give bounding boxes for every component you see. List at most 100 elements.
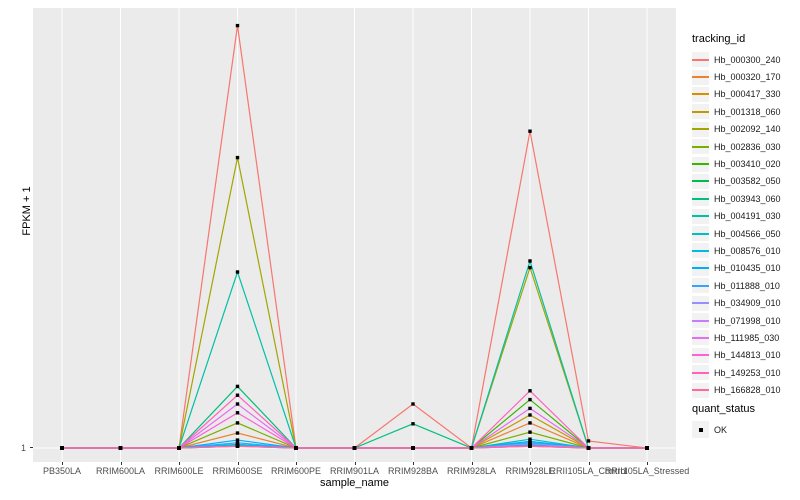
legend-item-label: Hb_001318_060	[714, 106, 781, 117]
legend-line-icon	[692, 145, 709, 148]
line-key-swatch	[692, 208, 709, 224]
legend2-item-label: OK	[714, 424, 728, 435]
line-key-swatch	[692, 52, 709, 68]
line-key-swatch	[692, 69, 709, 85]
legend-item-Hb_003943_060: Hb_003943_060	[692, 190, 798, 207]
x-axis-tick-label-RRIM901LA: RRIM901LA	[329, 466, 380, 476]
legend-item-Hb_003410_020: Hb_003410_020	[692, 155, 798, 172]
legend-item-Hb_111985_030: Hb_111985_030	[692, 329, 798, 346]
legend-item-label: Hb_002836_030	[714, 141, 781, 152]
legend-item-label: Hb_166828_010	[714, 385, 781, 396]
legend-line-icon	[692, 58, 709, 61]
x-axis-tick-label-RRIM928LA: RRIM928LA	[446, 466, 497, 476]
line-key-swatch	[692, 365, 709, 381]
legend-item-label: Hb_000320_170	[714, 72, 781, 83]
line-key-swatch	[692, 243, 709, 259]
legend-item-label: Hb_149253_010	[714, 367, 781, 378]
legend-line-icon	[692, 215, 709, 218]
x-axis-tick-label-RRIM600LA: RRIM600LA	[95, 466, 146, 476]
legend-item-Hb_004566_050: Hb_004566_050	[692, 225, 798, 242]
x-axis-tick-mark	[530, 462, 531, 465]
legend-items: Hb_000300_240 Hb_000320_170 Hb_000417_330 H…	[692, 51, 798, 399]
line-key-swatch	[692, 139, 709, 155]
plot-panel	[33, 8, 676, 462]
line-key-swatch	[692, 347, 709, 363]
legend-item-Hb_149253_010: Hb_149253_010	[692, 364, 798, 381]
legend-line-icon	[692, 302, 709, 305]
x-axis-tick-label-RRIM600SE: RRIM600SE	[212, 466, 263, 476]
legend-item-label: Hb_071998_010	[714, 315, 781, 326]
x-axis-tick-label-RRIM928BA: RRIM928BA	[387, 466, 439, 476]
x-axis-tick-mark	[588, 462, 590, 465]
legend-line-icon	[692, 93, 709, 96]
x-axis-tick-mark	[647, 462, 648, 465]
x-axis-tick-mark	[120, 462, 122, 465]
legend-line-icon	[692, 197, 709, 200]
legend-item-Hb_071998_010: Hb_071998_010	[692, 312, 798, 329]
legend-item-Hb_000417_330: Hb_000417_330	[692, 86, 798, 103]
legend2-title: quant_status	[692, 403, 755, 415]
legend-item-label: Hb_011888_010	[714, 280, 780, 291]
x-axis-tick-mark	[296, 462, 297, 465]
x-axis-tick-label-RRIM928LE: RRIM928LE	[505, 466, 555, 476]
x-axis-tick-label-RRII105LA_Stressed: RRII105LA_Stressed	[604, 466, 690, 476]
legend-line-icon	[692, 371, 709, 374]
legend-item-Hb_001318_060: Hb_001318_060	[692, 103, 798, 120]
y-axis-tick-label: 1	[20, 443, 26, 453]
legend-line-icon	[692, 389, 709, 392]
legend-line-icon	[692, 128, 709, 131]
legend-line-icon	[692, 354, 709, 357]
legend-item-Hb_000300_240: Hb_000300_240	[692, 51, 798, 68]
legend-item-label: Hb_000300_240	[714, 54, 781, 65]
legend-quant-status: quant_status OK	[692, 403, 798, 439]
legend-item-Hb_004191_030: Hb_004191_030	[692, 208, 798, 225]
line-key-swatch	[692, 191, 709, 207]
line-key-swatch	[692, 313, 709, 329]
x-axis-tick-mark	[354, 462, 356, 465]
legend-line-icon	[692, 232, 709, 235]
plot-area-svg	[33, 8, 676, 462]
ok-point-markers	[60, 23, 649, 450]
legend-item-label: Hb_000417_330	[714, 89, 781, 100]
legend-item-Hb_166828_010: Hb_166828_010	[692, 381, 798, 398]
legend-item-Hb_002092_140: Hb_002092_140	[692, 121, 798, 138]
legend-title: tracking_id	[692, 33, 746, 45]
legend-item-label: Hb_010435_010	[714, 263, 781, 274]
legend-item-label: Hb_008576_010	[714, 245, 781, 256]
legend2-item-ok: OK	[692, 421, 798, 439]
legend-line-icon	[692, 76, 709, 79]
x-axis-tick-mark	[179, 462, 180, 465]
line-key-swatch	[692, 121, 709, 137]
x-axis-tick-label-PB350LA: PB350LA	[42, 466, 82, 476]
legend-line-icon	[692, 180, 709, 183]
line-key-swatch	[692, 330, 709, 346]
legend-item-Hb_010435_010: Hb_010435_010	[692, 260, 798, 277]
legend-item-Hb_008576_010: Hb_008576_010	[692, 242, 798, 259]
legend-line-icon	[692, 284, 709, 287]
line-key-swatch	[692, 382, 709, 398]
x-axis-tick-mark	[413, 462, 414, 465]
legend-item-Hb_003582_050: Hb_003582_050	[692, 173, 798, 190]
legend-item-label: Hb_003943_060	[714, 193, 781, 204]
legend-item-Hb_000320_170: Hb_000320_170	[692, 68, 798, 85]
x-axis-tick-mark	[471, 462, 473, 465]
legend-item-Hb_002836_030: Hb_002836_030	[692, 138, 798, 155]
legend-item-label: Hb_002092_140	[714, 124, 781, 135]
legend-item-label: Hb_003410_020	[714, 159, 781, 170]
legend-line-icon	[692, 336, 709, 339]
line-key-swatch	[692, 156, 709, 172]
legend-line-icon	[692, 319, 709, 322]
line-key-swatch	[692, 86, 709, 102]
line-key-swatch	[692, 226, 709, 242]
legend-item-Hb_034909_010: Hb_034909_010	[692, 294, 798, 311]
legend-item-label: Hb_004191_030	[714, 211, 781, 222]
legend-line-icon	[692, 110, 709, 113]
line-key-swatch	[692, 104, 709, 120]
legend-item-label: Hb_003582_050	[714, 176, 781, 187]
line-key-swatch	[692, 295, 709, 311]
legend-item-label: Hb_034909_010	[714, 298, 781, 309]
legend-line-icon	[692, 163, 709, 166]
point-key-swatch	[692, 421, 709, 439]
legend-item-Hb_011888_010: Hb_011888_010	[692, 277, 798, 294]
